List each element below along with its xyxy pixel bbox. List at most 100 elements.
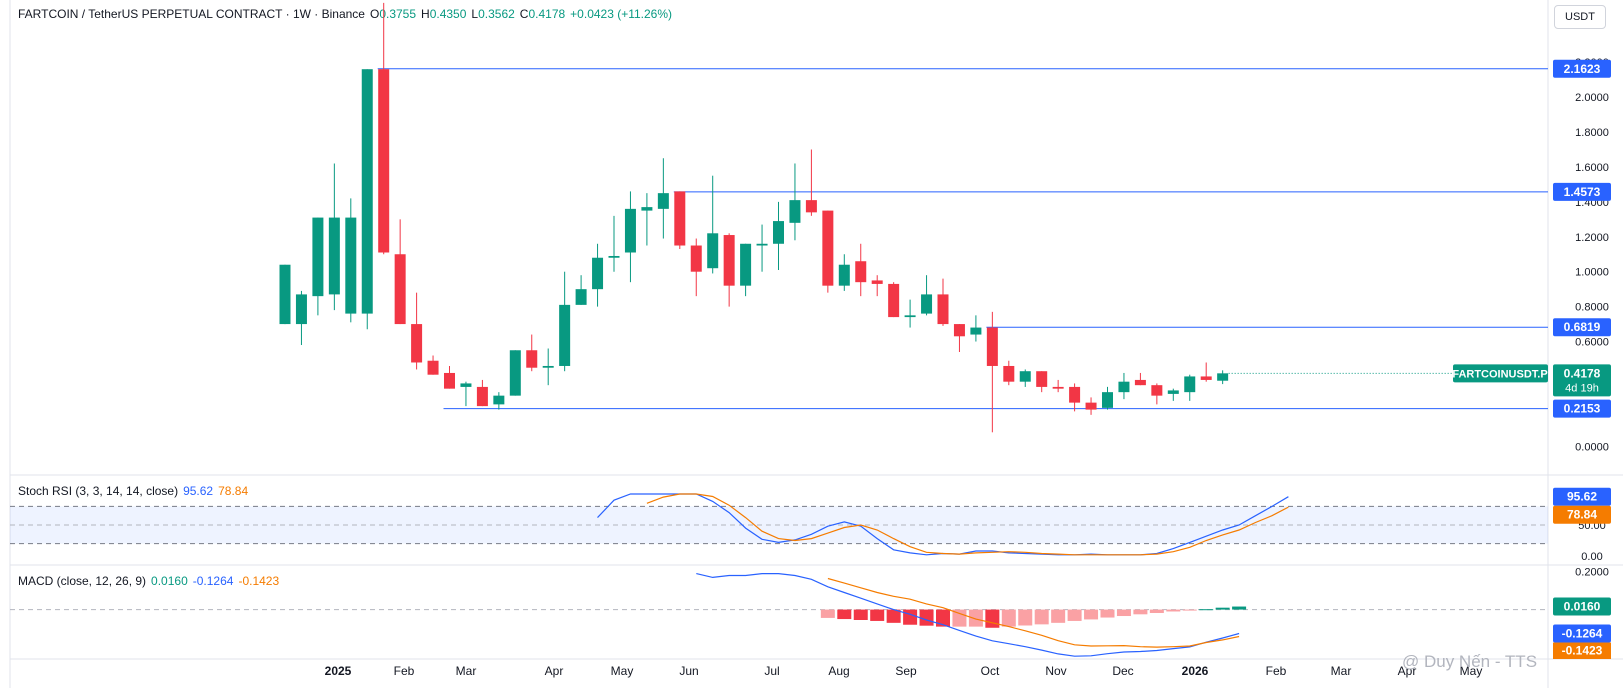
macd-title: MACD (close, 12, 26, 9)	[18, 574, 147, 588]
macd-histogram-bar	[985, 609, 1000, 628]
macd-hist-tag-label: 0.0160	[1564, 600, 1601, 614]
macd-pane	[10, 573, 1548, 657]
macd-histogram-bar	[968, 609, 983, 627]
time-tick-label: Nov	[1045, 664, 1066, 678]
candle-body	[1052, 386, 1064, 389]
stoch-d-line	[646, 493, 1289, 556]
candle-body	[1167, 390, 1179, 394]
level-tag	[1553, 318, 1611, 337]
axes-layer: 0.00000.20000.40000.60000.80001.00001.20…	[325, 57, 1611, 678]
candle-body	[624, 208, 636, 253]
candle-body	[345, 217, 357, 314]
macd-histogram-bar	[903, 609, 918, 625]
candle-body	[608, 255, 620, 258]
candle-body	[838, 264, 850, 286]
macd-histogram-bar	[1133, 609, 1148, 615]
stoch-d-tag-label: 78.84	[1567, 508, 1597, 522]
macd-histogram-bar	[1116, 609, 1131, 617]
close-label: C	[519, 7, 529, 21]
stoch-k-tag-label: 95.62	[1567, 490, 1597, 504]
macd-line-tag-label: -0.1264	[1562, 627, 1603, 641]
candle-body	[361, 69, 373, 314]
symbol-tag	[1453, 364, 1548, 383]
candle-body	[921, 294, 933, 314]
candle-body	[1134, 379, 1146, 386]
level-tag-label: 0.6819	[1564, 320, 1601, 334]
candle-body	[953, 324, 965, 337]
macd-histogram-bar	[1051, 609, 1066, 623]
candle-body	[460, 383, 472, 387]
candle-body	[1118, 381, 1130, 393]
last-price-tag	[1553, 364, 1611, 397]
candle-body	[1200, 376, 1212, 380]
stoch-rsi-header: Stoch RSI (3, 3, 14, 14, close) 95.62 78.8…	[18, 484, 253, 498]
candle-body	[641, 207, 653, 211]
price-tick-label: 0.6000	[1575, 337, 1609, 349]
candle-body	[542, 365, 554, 368]
candle-body	[509, 350, 521, 396]
low-value: 0.3562	[478, 7, 515, 21]
stoch-k-tag	[1553, 487, 1611, 506]
candle-body	[986, 327, 998, 366]
currency-button[interactable]: USDT	[1554, 5, 1606, 29]
candle-body	[1085, 402, 1097, 410]
macd-line-value: -0.1264	[192, 574, 234, 588]
time-tick-label: Jun	[679, 664, 698, 678]
macd-histogram-bar	[1232, 606, 1247, 610]
time-tick-label: Feb	[394, 664, 415, 678]
high-label: H	[421, 7, 430, 21]
price-tick-label: 1.6000	[1575, 162, 1609, 174]
price-tick-label: 0.8000	[1575, 302, 1609, 314]
macd-histogram-bar	[1166, 609, 1181, 612]
candle-body	[871, 280, 883, 284]
candle-body	[279, 264, 291, 325]
candle-body	[378, 69, 390, 253]
candle-body	[493, 395, 505, 405]
macd-header: MACD (close, 12, 26, 9) 0.0160 -0.1264 -0.1…	[18, 574, 284, 588]
candle-body	[575, 289, 587, 305]
close-value: 0.4178	[528, 7, 566, 21]
candle-body	[707, 233, 719, 269]
time-tick-label: Apr	[545, 664, 564, 678]
symbol-tag-label: FARTCOINUSDT.P	[1452, 368, 1547, 380]
candle-body	[1184, 376, 1196, 393]
time-tick-label: May	[1460, 664, 1483, 678]
macd-histogram-bar	[870, 609, 885, 621]
macd-histogram-bar	[886, 609, 901, 623]
macd-histogram-bar	[1199, 609, 1214, 611]
time-tick-label: Jul	[764, 664, 779, 678]
macd-histogram-bar	[1100, 609, 1115, 618]
candle-body	[427, 360, 439, 375]
grid-layer	[9, 0, 1623, 688]
candle-body	[888, 283, 900, 318]
open-value: 0.3755	[379, 7, 417, 21]
stoch-d-value: 78.84	[218, 484, 249, 498]
level-tag	[1553, 182, 1611, 201]
candle-body	[411, 324, 423, 363]
candle-body	[657, 193, 669, 209]
time-tick-label: Oct	[981, 664, 1000, 678]
candle-body	[592, 257, 604, 290]
macd-line	[696, 573, 1240, 657]
candle-body	[295, 294, 307, 325]
time-tick-label: Feb	[1266, 664, 1287, 678]
candle-body	[690, 245, 702, 272]
macd-histogram-bar	[1182, 609, 1197, 611]
macd-histogram-bar	[837, 609, 852, 620]
candle-body	[559, 304, 571, 366]
macd-hist-value: 0.0160	[151, 574, 188, 588]
candle-body	[789, 200, 801, 223]
macd-histogram-bar	[1149, 609, 1164, 613]
macd-signal-tag	[1553, 642, 1611, 659]
candle-body	[723, 235, 735, 286]
macd-histogram-bar	[1084, 609, 1099, 620]
level-tag	[1553, 59, 1611, 78]
stoch-rsi-title: Stoch RSI (3, 3, 14, 14, close)	[18, 484, 179, 498]
candle-body	[740, 243, 752, 286]
level-tag-label: 0.2153	[1564, 402, 1601, 416]
candle-body	[1102, 392, 1113, 408]
candle-body	[937, 294, 949, 325]
macd-histogram-bar	[1215, 607, 1230, 610]
candle-body	[1151, 385, 1163, 396]
